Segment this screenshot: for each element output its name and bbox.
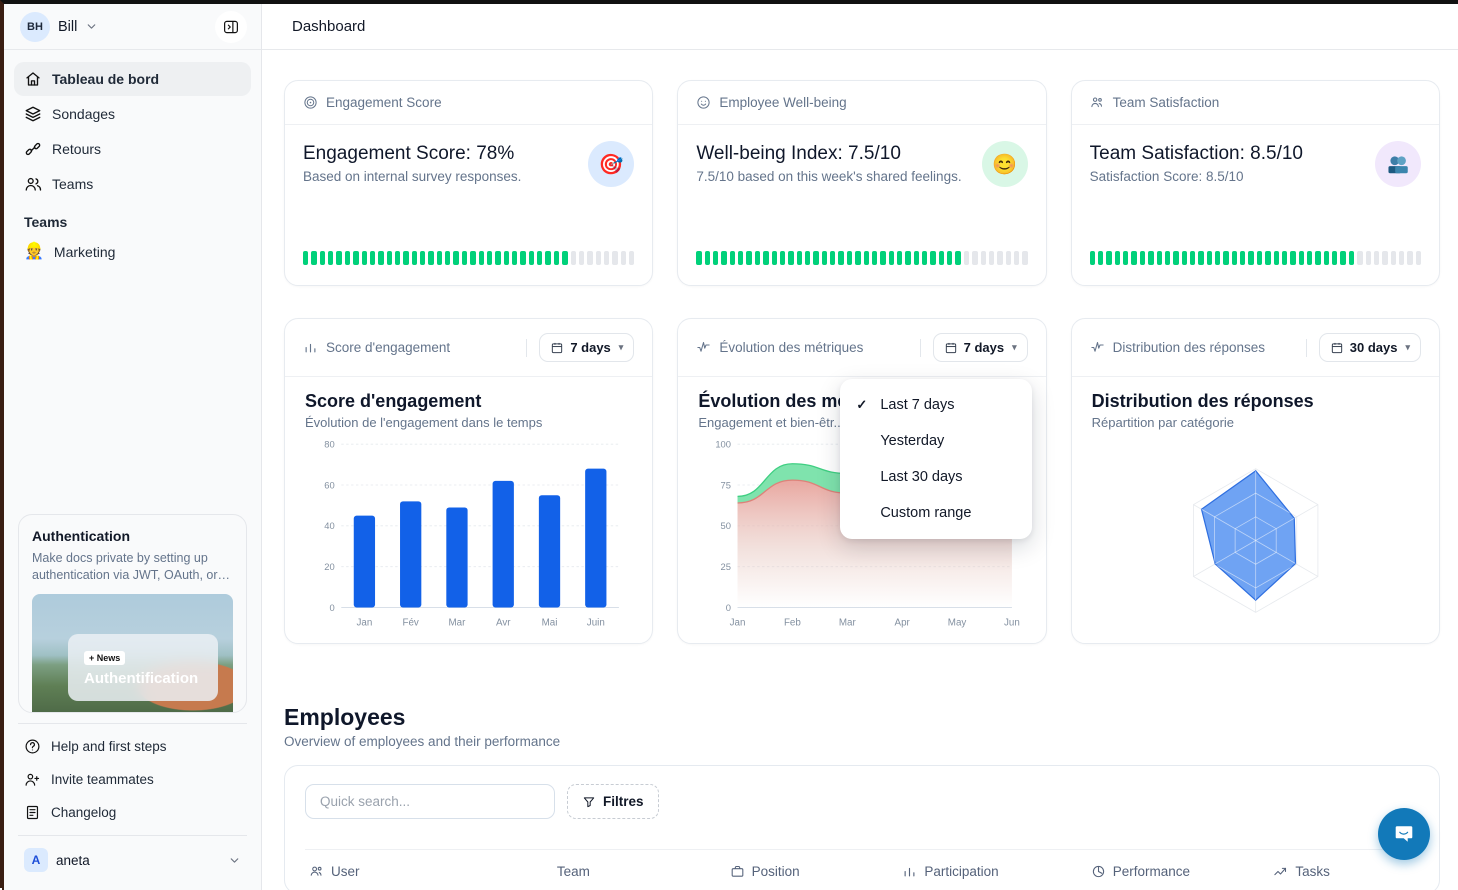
svg-text:Avr: Avr — [496, 617, 511, 628]
svg-text:Feb: Feb — [784, 617, 801, 628]
svg-text:Apr: Apr — [895, 617, 911, 628]
svg-text:40: 40 — [324, 520, 334, 531]
svg-text:Juin: Juin — [587, 617, 605, 628]
svg-text:May: May — [948, 617, 967, 628]
svg-text:Fév: Fév — [403, 617, 419, 628]
svg-text:50: 50 — [721, 520, 731, 531]
svg-text:Mai: Mai — [542, 617, 558, 628]
svg-text:Mar: Mar — [449, 617, 467, 628]
svg-text:Jan: Jan — [357, 617, 373, 628]
svg-text:Jan: Jan — [730, 617, 746, 628]
svg-text:0: 0 — [330, 602, 335, 613]
svg-text:Mar: Mar — [839, 617, 857, 628]
svg-text:75: 75 — [721, 479, 731, 490]
svg-text:80: 80 — [324, 438, 334, 449]
svg-text:0: 0 — [726, 602, 731, 613]
svg-text:20: 20 — [324, 561, 334, 572]
svg-text:100: 100 — [716, 438, 732, 449]
svg-text:Jun: Jun — [1004, 617, 1020, 628]
svg-text:25: 25 — [721, 561, 731, 572]
svg-text:60: 60 — [324, 479, 334, 490]
